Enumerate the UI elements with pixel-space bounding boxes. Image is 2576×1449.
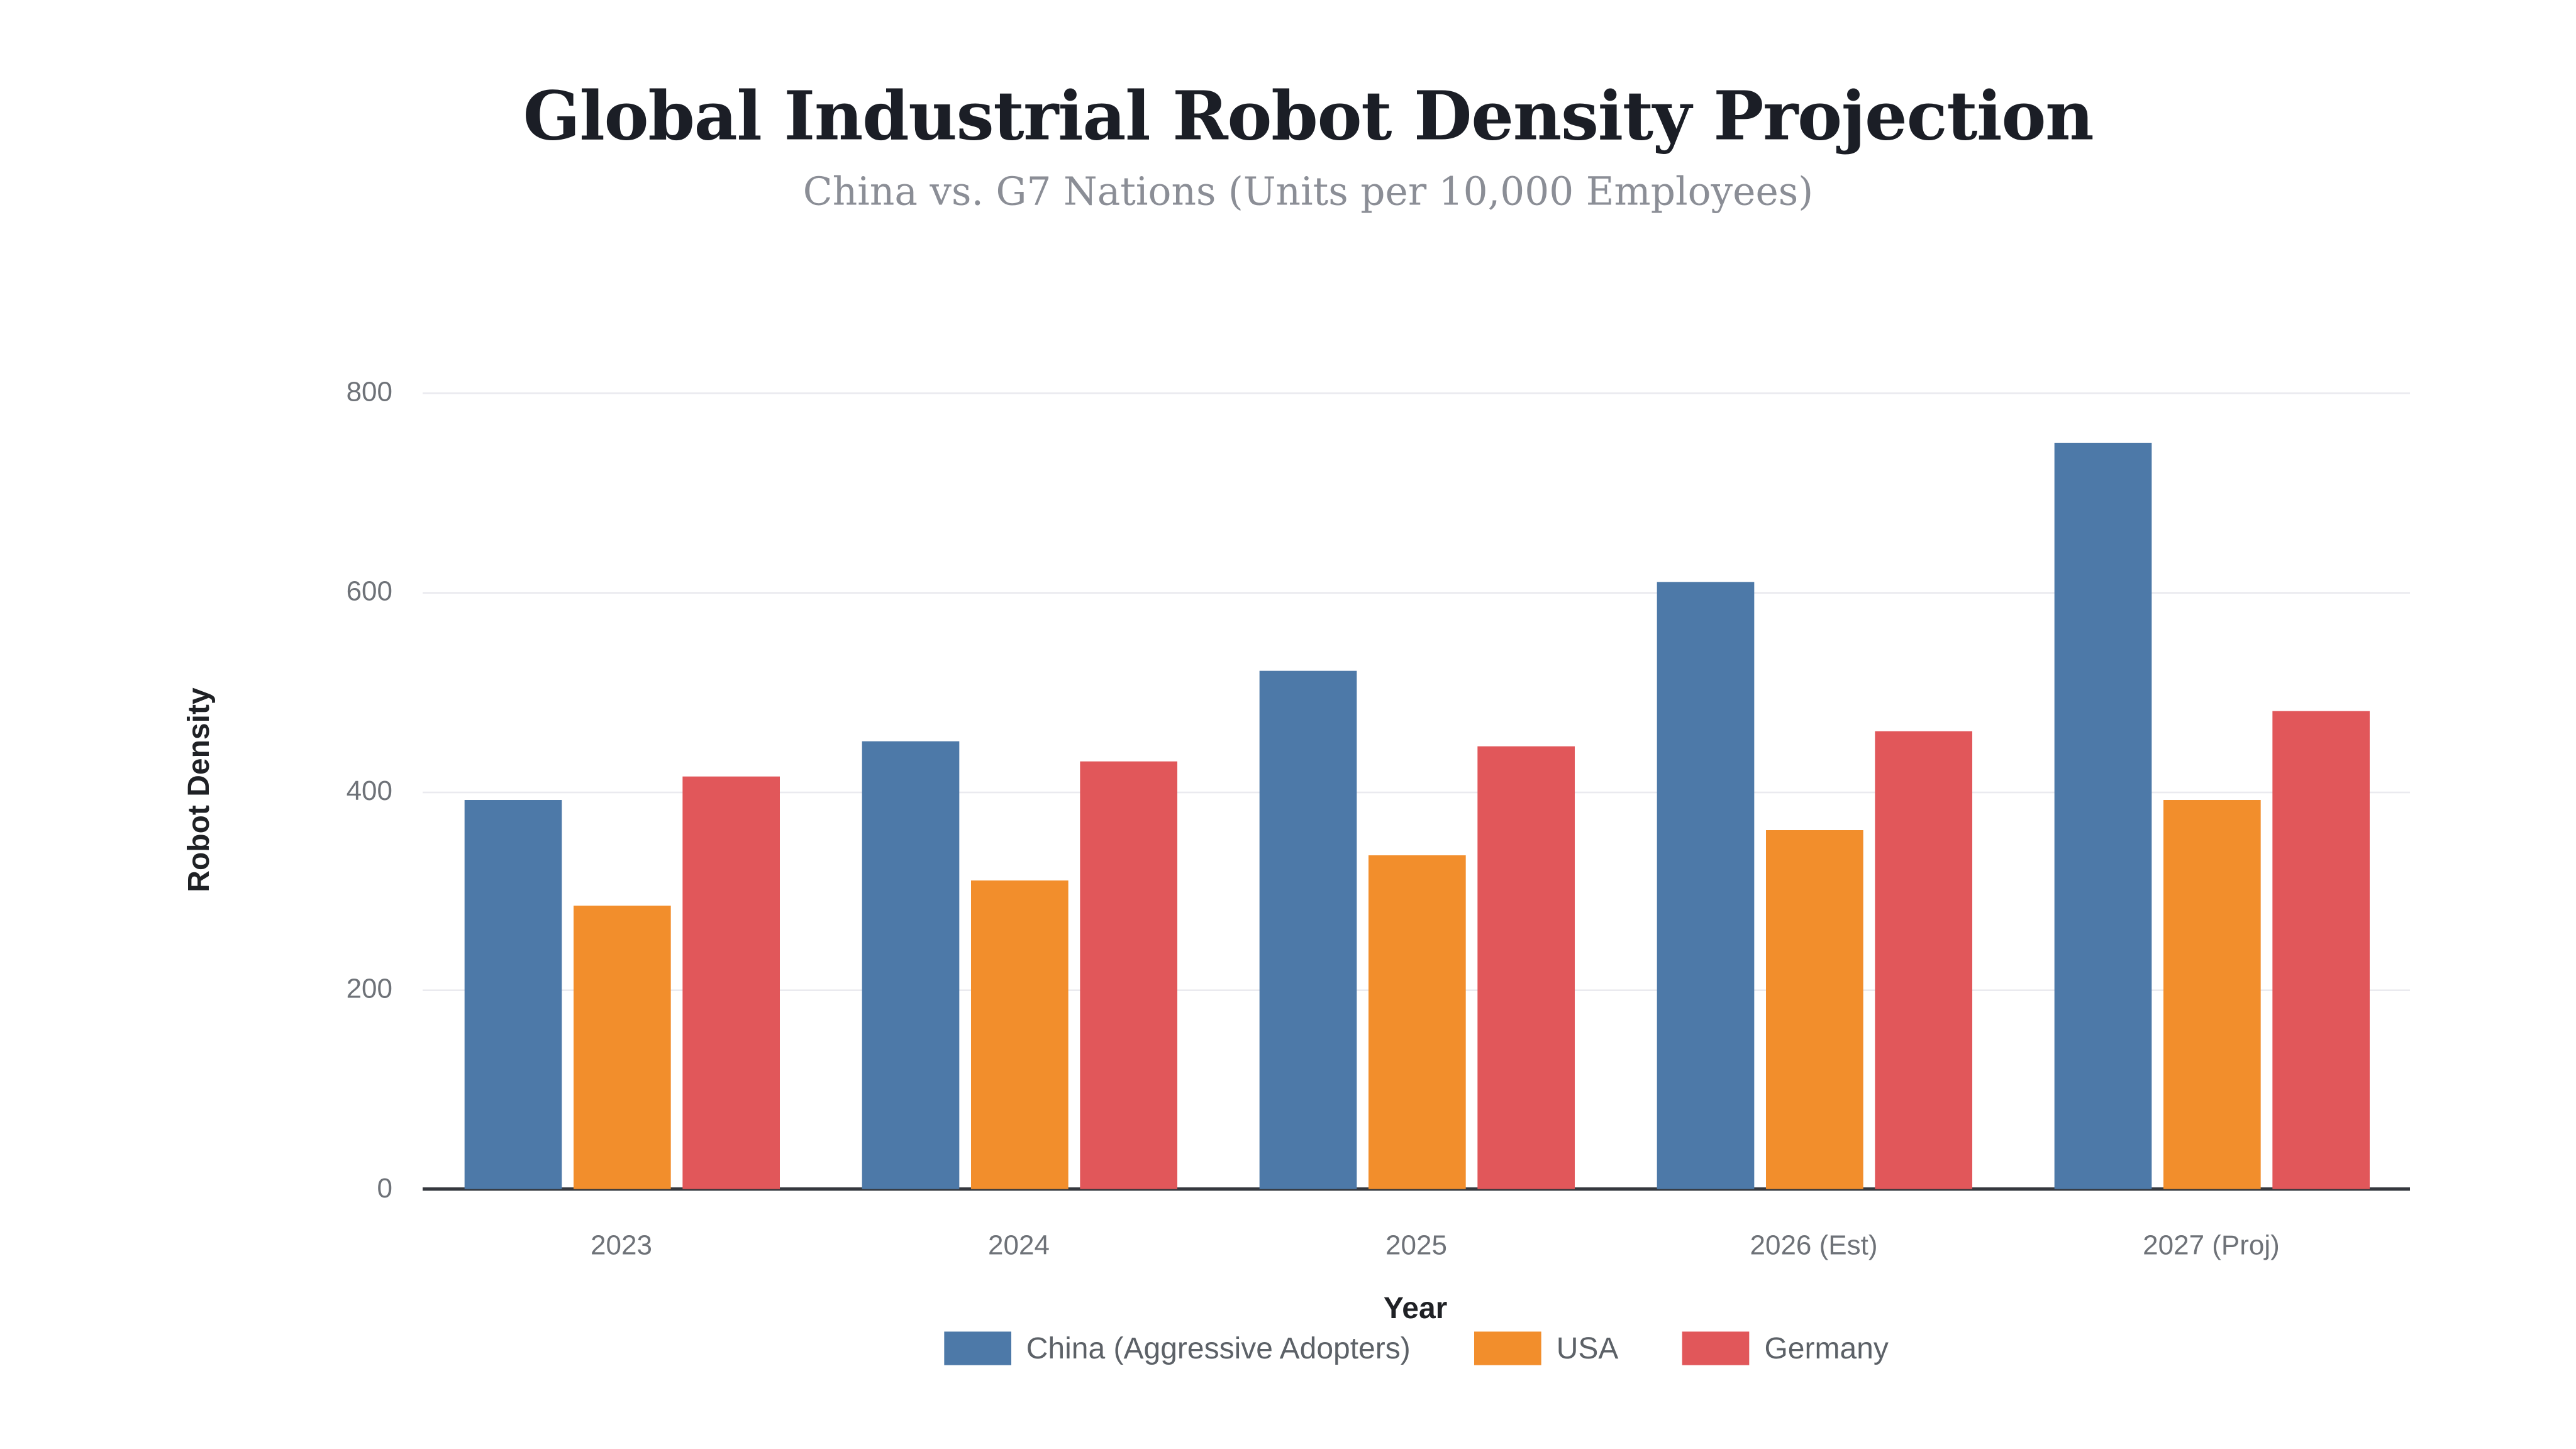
y-tick-label-600: 600: [346, 576, 393, 607]
bar-germany-2025[interactable]: [1477, 746, 1574, 1189]
x-tick-label-2027 (Proj): 2027 (Proj): [2143, 1231, 2280, 1262]
bar-germany-2027 (Proj)[interactable]: [2272, 711, 2369, 1189]
y-tick-label-800: 800: [346, 377, 393, 408]
bar-china-2024[interactable]: [861, 741, 959, 1189]
legend: China (Aggressive Adopters) USA Germany: [423, 1331, 2410, 1365]
legend-item-usa[interactable]: USA: [1474, 1331, 1618, 1365]
bar-usa-2023[interactable]: [572, 905, 670, 1189]
bar-usa-2024[interactable]: [970, 880, 1068, 1189]
legend-item-germany[interactable]: Germany: [1682, 1331, 1889, 1365]
bar-germany-2026 (Est)[interactable]: [1874, 731, 1972, 1189]
legend-swatch-icon: [1474, 1331, 1541, 1365]
plot-area: [423, 392, 2411, 1191]
x-tick-label-2023: 2023: [591, 1231, 652, 1262]
y-tick-label-0: 0: [377, 1174, 393, 1204]
bar-china-2023[interactable]: [464, 801, 562, 1189]
x-axis-title: Year: [1383, 1291, 1448, 1325]
legend-label: Germany: [1764, 1331, 1889, 1365]
gridline-800: [423, 392, 2411, 394]
legend-swatch-icon: [1682, 1331, 1750, 1365]
bar-china-2025[interactable]: [1258, 671, 1357, 1189]
y-tick-label-400: 400: [346, 775, 393, 806]
bar-usa-2027 (Proj)[interactable]: [2162, 801, 2260, 1189]
bar-usa-2026 (Est)[interactable]: [1765, 830, 1863, 1189]
x-tick-label-2026 (Est): 2026 (Est): [1750, 1231, 1878, 1262]
x-axis-line: [423, 1187, 2411, 1191]
chart-title: Global Industrial Robot Density Projecti…: [523, 77, 2094, 157]
x-tick-label-2024: 2024: [988, 1231, 1050, 1262]
gridline-400: [423, 791, 2411, 793]
legend-swatch-icon: [944, 1331, 1011, 1365]
bar-germany-2024[interactable]: [1079, 760, 1177, 1189]
bar-germany-2023[interactable]: [682, 775, 779, 1189]
chart-subtitle: China vs. G7 Nations (Units per 10,000 E…: [802, 171, 1814, 215]
y-tick-label-200: 200: [346, 975, 393, 1006]
legend-label: China (Aggressive Adopters): [1026, 1331, 1411, 1365]
gridline-600: [423, 591, 2411, 594]
legend-item-china[interactable]: China (Aggressive Adopters): [944, 1331, 1411, 1365]
bar-china-2026 (Est)[interactable]: [1656, 581, 1754, 1189]
legend-label: USA: [1556, 1331, 1619, 1365]
x-tick-label-2025: 2025: [1385, 1231, 1447, 1262]
bar-usa-2025[interactable]: [1367, 855, 1465, 1189]
bar-china-2027 (Proj)[interactable]: [2053, 442, 2151, 1189]
